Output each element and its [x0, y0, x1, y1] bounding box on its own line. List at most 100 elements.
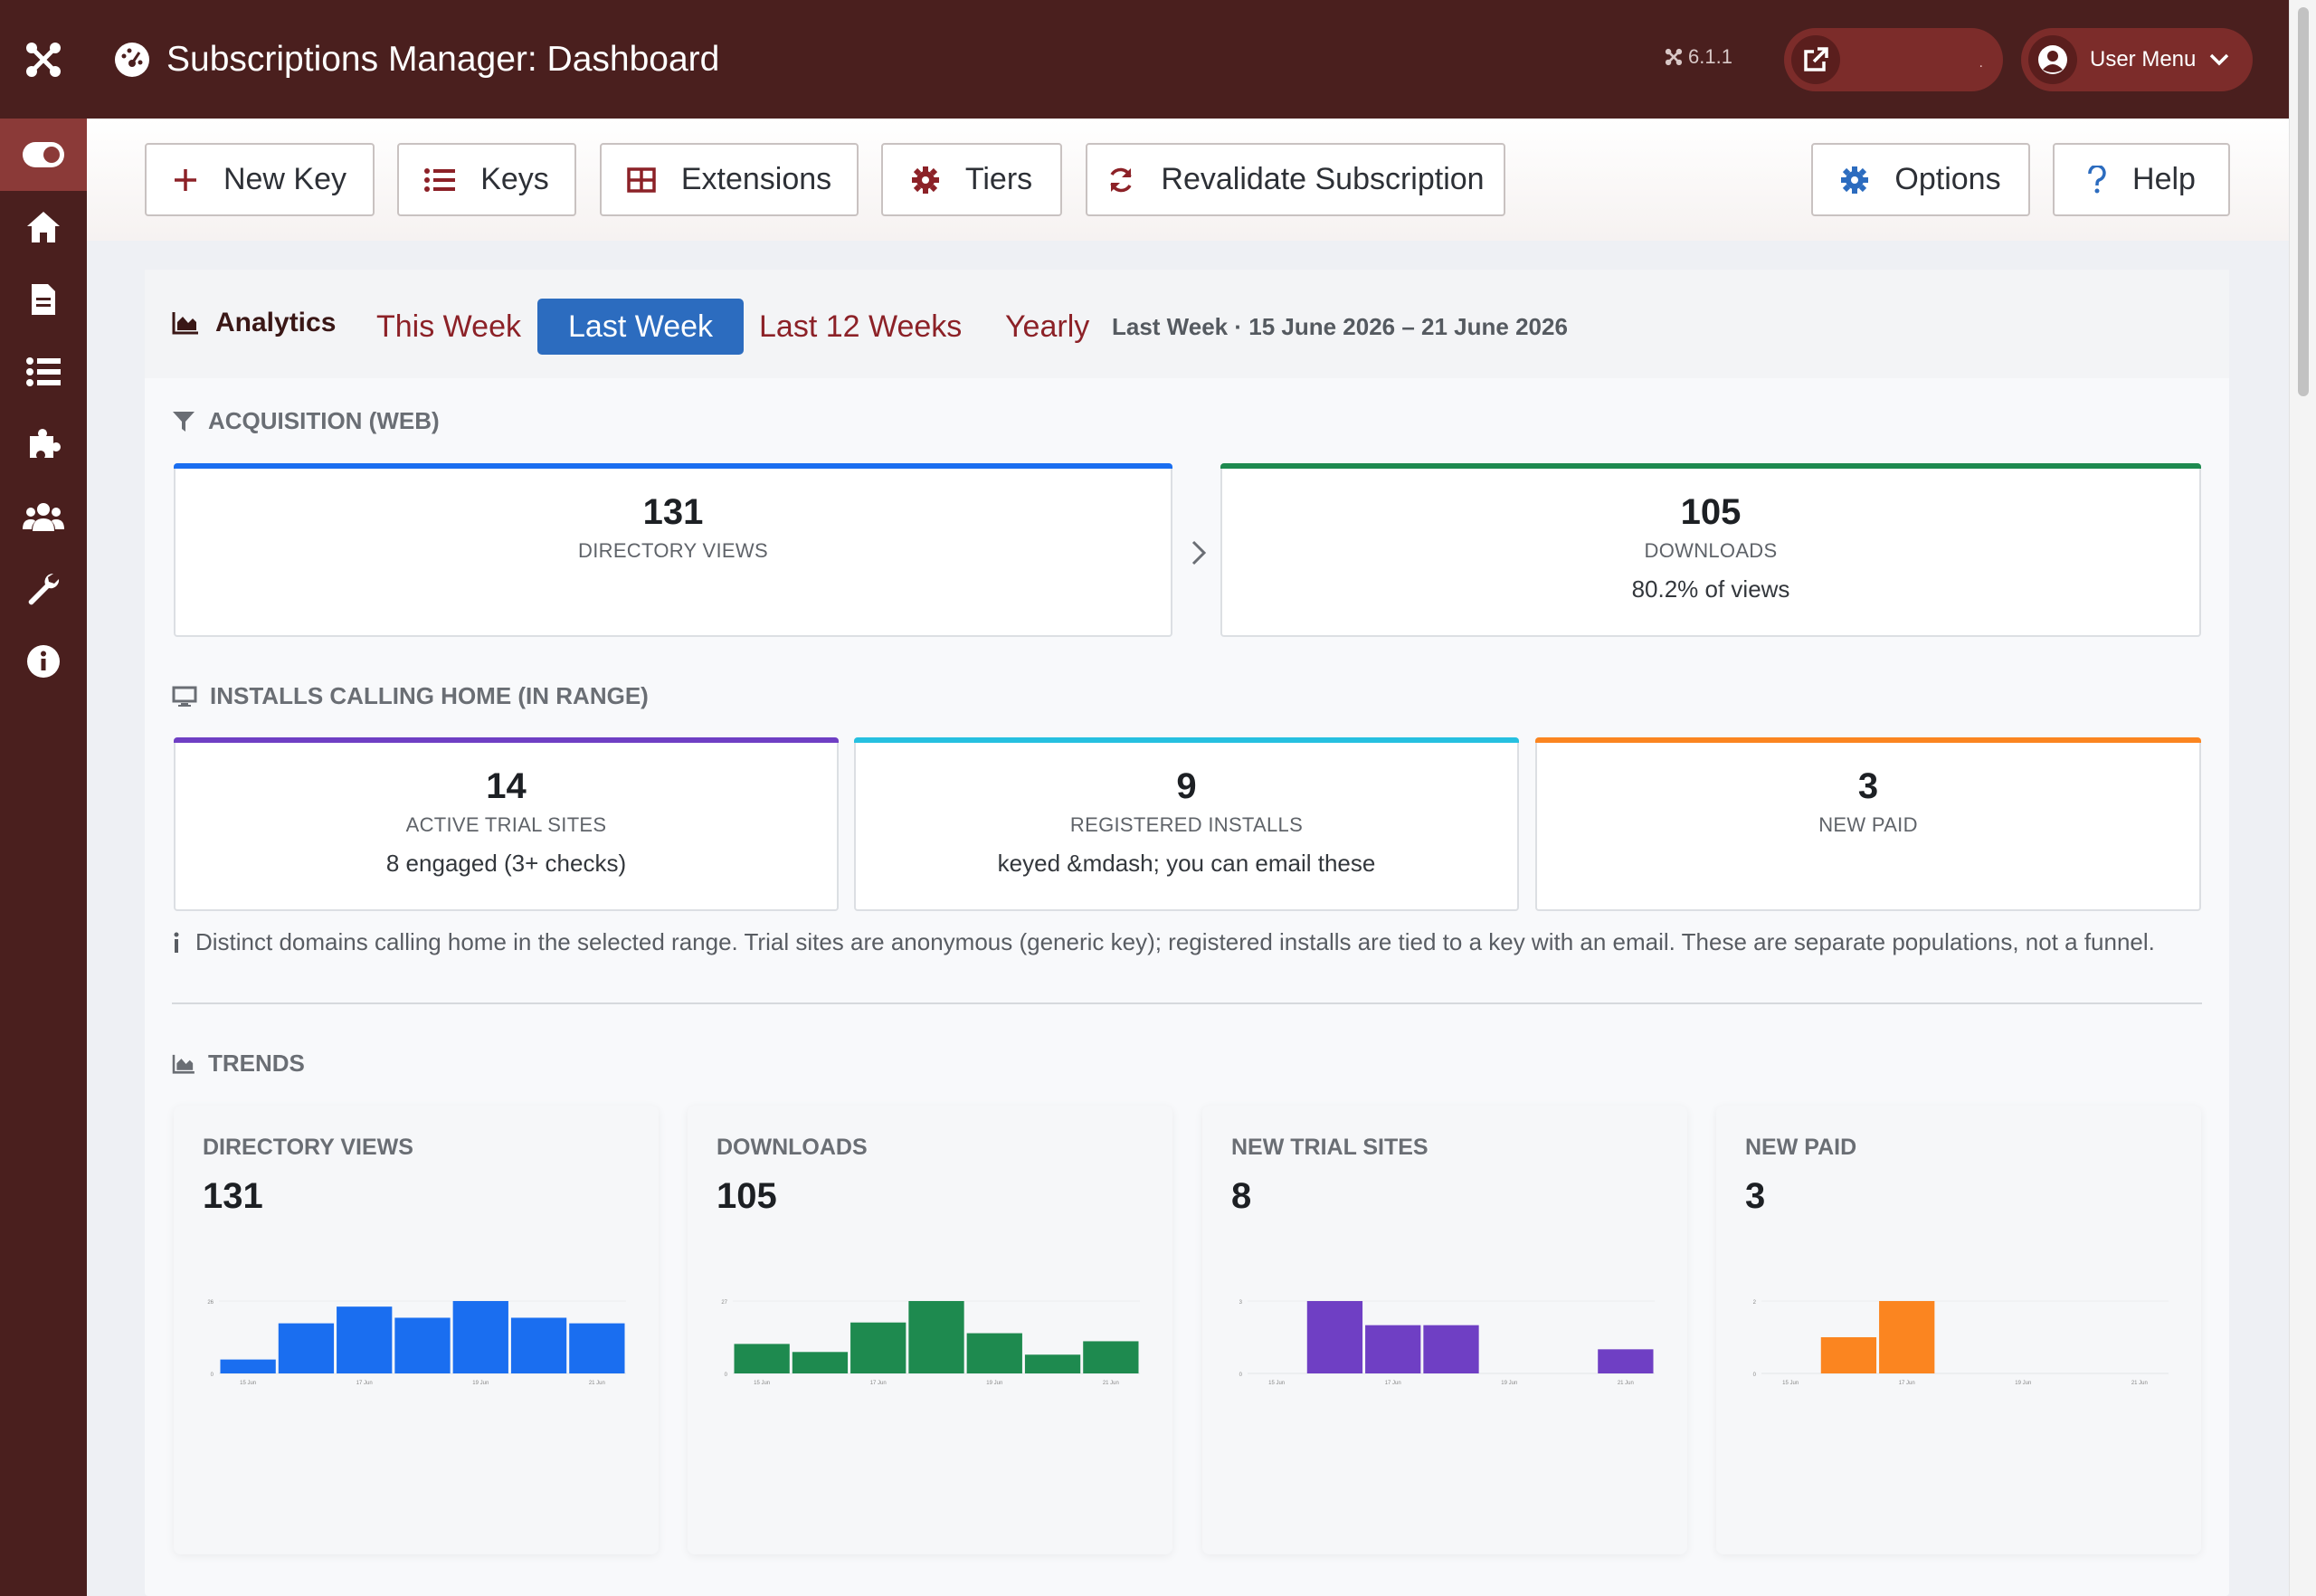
- section-divider: [172, 1002, 2202, 1004]
- sidebar-item-content[interactable]: [0, 263, 87, 336]
- sidebar-item-system[interactable]: [0, 553, 87, 625]
- trend-title: NEW PAID: [1745, 1135, 1857, 1160]
- trend-total: 8: [1231, 1176, 1252, 1216]
- acquisition-heading: ACQUISITION (WEB): [172, 407, 440, 435]
- new-paid-chart: 2 0 15 Jun 17 Jun 19 Jun 21 Jun: [1753, 1300, 2169, 1386]
- bar[interactable]: [394, 1317, 451, 1373]
- trend-card-directory-views: DIRECTORY VIEWS 131 26 0 15 Jun 17 Jun 19 Ju…: [174, 1106, 659, 1554]
- tab-last-12-weeks[interactable]: Last 12 Weeks: [759, 309, 963, 344]
- wrench-icon: [28, 573, 60, 605]
- keys-button[interactable]: Keys: [397, 143, 576, 216]
- y-tick-label: 0: [725, 1373, 728, 1378]
- tab-this-week[interactable]: This Week: [376, 309, 521, 344]
- new-paid-value: 3: [1857, 766, 1879, 806]
- bar[interactable]: [1024, 1354, 1081, 1373]
- options-label: Options: [1894, 162, 2001, 196]
- bar[interactable]: [1423, 1325, 1479, 1373]
- trend-card-downloads: DOWNLOADS 105 27 0 15 Jun 17 Jun 19 Jun 21 Ju…: [688, 1106, 1172, 1554]
- installs-note-text: Distinct domains calling home in the sel…: [195, 928, 2155, 955]
- analytics-card: Analytics This Week Last Week Last 12 We…: [145, 270, 2229, 1596]
- tiers-button[interactable]: Tiers: [881, 143, 1062, 216]
- version-text: 6.1.1: [1688, 45, 1732, 68]
- scrollbar-thumb[interactable]: [2298, 7, 2309, 396]
- bar[interactable]: [569, 1323, 625, 1373]
- x-tick-label: 15 Jun: [1268, 1381, 1285, 1386]
- user-circle-icon: [2038, 45, 2067, 74]
- file-icon: [32, 284, 55, 315]
- bar[interactable]: [1820, 1337, 1877, 1373]
- page-title-text: Subscriptions Manager: Dashboard: [166, 39, 720, 79]
- bar[interactable]: [278, 1323, 335, 1373]
- y-tick-label: 3: [1239, 1300, 1243, 1306]
- plus-icon: [174, 168, 196, 191]
- joomla-logo-icon[interactable]: [0, 0, 87, 119]
- tab-last-week[interactable]: Last Week: [537, 299, 745, 355]
- analytics-tabs-bar: Analytics This Week Last Week Last 12 We…: [145, 270, 2229, 378]
- user-menu-button[interactable]: User Menu: [2021, 28, 2253, 91]
- bar[interactable]: [850, 1322, 906, 1373]
- installs-heading: INSTALLS CALLING HOME (IN RANGE): [172, 682, 649, 710]
- trend-total: 3: [1745, 1176, 1766, 1216]
- user-menu-label: User Menu: [2090, 47, 2197, 71]
- dashboard-icon: [115, 42, 149, 77]
- x-tick-label: 15 Jun: [1782, 1381, 1799, 1386]
- sidebar-item-menus[interactable]: [0, 336, 87, 408]
- external-link-icon: [1804, 47, 1828, 71]
- info-icon: [174, 932, 179, 953]
- trends-heading: TRENDS: [172, 1050, 305, 1078]
- extensions-button[interactable]: Extensions: [600, 143, 859, 216]
- bar[interactable]: [908, 1301, 964, 1373]
- help-label: Help: [2132, 162, 2196, 196]
- bar[interactable]: [1879, 1301, 1935, 1373]
- bar[interactable]: [1306, 1301, 1363, 1373]
- trend-card-new-paid: NEW PAID 3 2 0 15 Jun 17 Jun 19 Jun 21 Jun: [1716, 1106, 2201, 1554]
- bar[interactable]: [966, 1333, 1022, 1373]
- bar[interactable]: [1083, 1341, 1139, 1373]
- sidebar-item-extensions[interactable]: [0, 408, 87, 480]
- downloads-caption: DOWNLOADS: [1644, 539, 1778, 562]
- site-name-label: .: [1979, 55, 1983, 71]
- x-tick-label: 19 Jun: [1501, 1381, 1517, 1386]
- bar[interactable]: [1365, 1325, 1421, 1373]
- sidebar-toggle-menu[interactable]: [0, 119, 87, 191]
- x-tick-label: 19 Jun: [472, 1381, 489, 1386]
- x-tick-label: 17 Jun: [870, 1381, 887, 1386]
- directory-views-card: 131 DIRECTORY VIEWS: [174, 463, 1172, 637]
- bar[interactable]: [220, 1359, 276, 1373]
- options-button[interactable]: Options: [1811, 143, 2030, 216]
- downloads-chart: 27 0 15 Jun 17 Jun 19 Jun 21 Jun: [721, 1300, 1140, 1386]
- installs-heading-text: INSTALLS CALLING HOME (IN RANGE): [210, 682, 649, 709]
- users-icon: [23, 503, 64, 531]
- bar[interactable]: [792, 1352, 849, 1373]
- acquisition-heading-text: ACQUISITION (WEB): [208, 407, 440, 434]
- view-site-button[interactable]: .: [1784, 28, 2003, 91]
- sidebar-item-home[interactable]: [0, 191, 87, 263]
- filter-icon: [173, 411, 195, 432]
- x-tick-label: 15 Jun: [240, 1381, 256, 1386]
- puzzle-icon: [30, 429, 61, 458]
- bar[interactable]: [734, 1344, 790, 1373]
- sidebar-item-help[interactable]: [0, 625, 87, 698]
- bar[interactable]: [1598, 1349, 1654, 1373]
- version-badge: 6.1.1: [1665, 45, 1732, 69]
- directory-views-caption: DIRECTORY VIEWS: [578, 539, 768, 562]
- help-button[interactable]: Help: [2053, 143, 2230, 216]
- downloads-value: 105: [1680, 492, 1742, 532]
- page-scrollbar[interactable]: [2289, 0, 2316, 1596]
- x-tick-label: 21 Jun: [2131, 1381, 2148, 1386]
- registered-installs-note: keyed &mdash; you can email these: [997, 850, 1376, 877]
- tab-yearly[interactable]: Yearly: [1005, 309, 1090, 344]
- x-tick-label: 17 Jun: [356, 1381, 373, 1386]
- x-tick-label: 17 Jun: [1385, 1381, 1401, 1386]
- bar[interactable]: [510, 1317, 567, 1373]
- y-tick-label: 0: [1753, 1373, 1757, 1378]
- revalidate-subscription-button[interactable]: Revalidate Subscription: [1086, 143, 1505, 216]
- bar[interactable]: [337, 1306, 393, 1373]
- trend-total: 105: [717, 1176, 777, 1216]
- x-tick-label: 21 Jun: [1103, 1381, 1119, 1386]
- sidebar-item-users[interactable]: [0, 480, 87, 553]
- directory-views-chart: 26 0 15 Jun 17 Jun 19 Jun 21 Jun: [207, 1300, 626, 1386]
- new-key-button[interactable]: New Key: [145, 143, 375, 216]
- x-tick-label: 21 Jun: [1618, 1381, 1634, 1386]
- bar[interactable]: [452, 1301, 508, 1373]
